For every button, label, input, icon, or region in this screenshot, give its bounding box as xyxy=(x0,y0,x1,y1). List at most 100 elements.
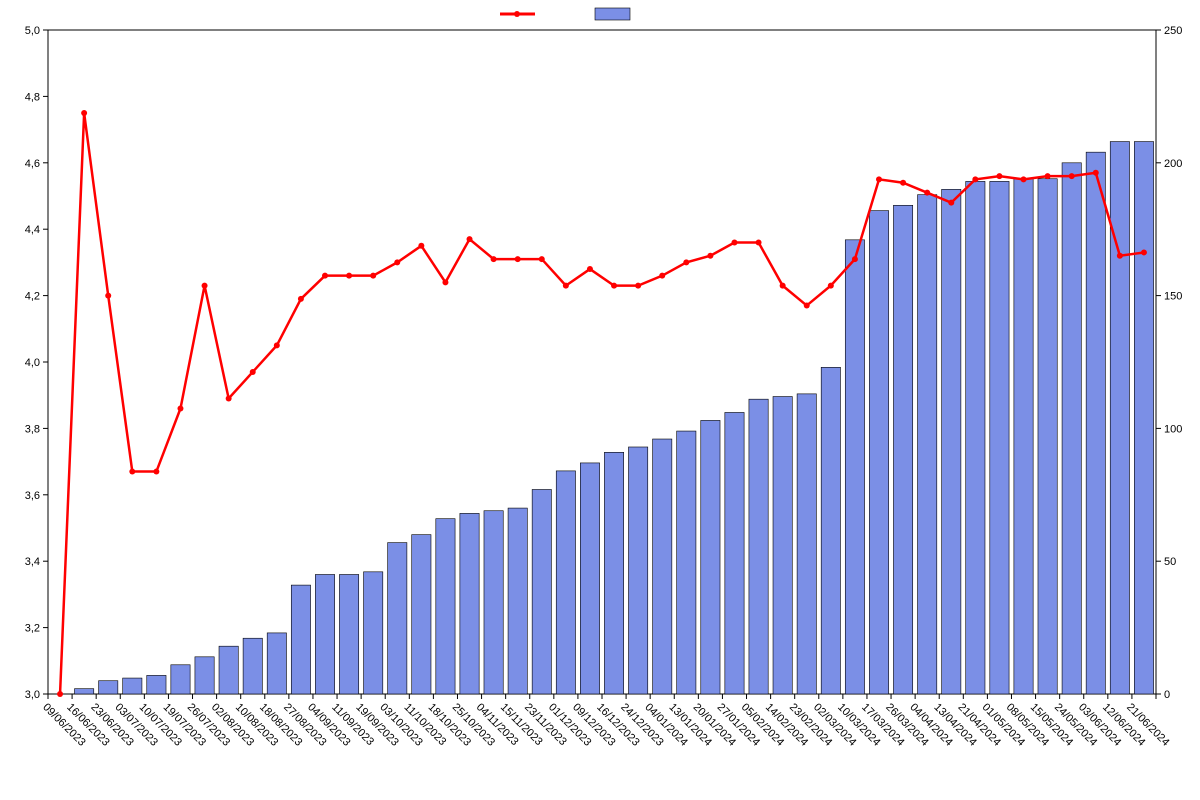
bar xyxy=(990,181,1009,694)
line-marker xyxy=(1069,173,1075,179)
y-left-tick-label: 3,2 xyxy=(25,623,40,635)
line-marker xyxy=(442,279,448,285)
bar xyxy=(918,195,937,694)
bar xyxy=(821,367,840,694)
bar xyxy=(339,574,358,694)
bar xyxy=(291,585,310,694)
bar xyxy=(436,519,455,694)
bar xyxy=(1086,152,1105,694)
line-marker xyxy=(972,176,978,182)
bar xyxy=(1134,142,1153,694)
bar xyxy=(460,513,479,694)
bar xyxy=(773,397,792,694)
bar xyxy=(1110,142,1129,694)
bar xyxy=(797,394,816,694)
line-marker xyxy=(467,236,473,242)
bar xyxy=(893,205,912,694)
line-marker xyxy=(1045,173,1051,179)
line-marker xyxy=(539,256,545,262)
bar xyxy=(1014,179,1033,694)
line-marker xyxy=(250,369,256,375)
bar xyxy=(628,447,647,694)
line-marker xyxy=(828,283,834,289)
y-left-tick-label: 4,2 xyxy=(25,291,40,303)
line-marker xyxy=(322,273,328,279)
bar xyxy=(484,511,503,694)
bar xyxy=(845,240,864,694)
line-marker xyxy=(611,283,617,289)
bar xyxy=(725,412,744,694)
line-marker xyxy=(756,239,762,245)
bar xyxy=(942,189,961,694)
bar xyxy=(315,574,334,694)
bar xyxy=(99,681,118,694)
bar xyxy=(869,211,888,694)
bar xyxy=(1062,163,1081,694)
bar xyxy=(364,572,383,694)
line-marker xyxy=(202,283,208,289)
line-marker xyxy=(731,239,737,245)
y-left-tick-label: 4,4 xyxy=(25,224,40,236)
bar xyxy=(749,399,768,694)
y-left-tick-label: 3,4 xyxy=(25,556,40,568)
y-right-tick-label: 250 xyxy=(1164,25,1182,37)
combo-chart: 3,03,23,43,63,84,04,24,44,64,85,00501001… xyxy=(0,0,1200,800)
bar xyxy=(556,471,575,694)
y-right-tick-label: 150 xyxy=(1164,291,1182,303)
legend-bar-swatch xyxy=(595,8,630,20)
bar xyxy=(580,463,599,694)
y-left-tick-label: 3,8 xyxy=(25,423,40,435)
line-marker xyxy=(418,243,424,249)
bar xyxy=(966,181,985,694)
bar xyxy=(123,678,142,694)
bar xyxy=(219,646,238,694)
y-right-tick-label: 100 xyxy=(1164,423,1182,435)
bar xyxy=(195,657,214,694)
line-marker xyxy=(924,190,930,196)
bar xyxy=(388,543,407,694)
line-marker xyxy=(1141,249,1147,255)
bar xyxy=(604,452,623,694)
line-marker xyxy=(804,303,810,309)
y-left-tick-label: 4,0 xyxy=(25,357,40,369)
y-left-tick-label: 3,0 xyxy=(25,689,40,701)
line-marker xyxy=(105,293,111,299)
line-marker xyxy=(1117,253,1123,259)
line-marker xyxy=(177,405,183,411)
bar xyxy=(1038,179,1057,694)
line-marker xyxy=(81,110,87,116)
line-marker xyxy=(683,259,689,265)
bar xyxy=(677,431,696,694)
line-marker xyxy=(852,256,858,262)
line-marker xyxy=(948,200,954,206)
bar xyxy=(701,420,720,694)
bar xyxy=(243,638,262,694)
bar xyxy=(532,489,551,694)
line-marker xyxy=(370,273,376,279)
line-marker xyxy=(298,296,304,302)
bar xyxy=(508,508,527,694)
line-marker xyxy=(707,253,713,259)
line-marker xyxy=(394,259,400,265)
line-marker xyxy=(635,283,641,289)
line-marker xyxy=(1021,176,1027,182)
y-left-tick-label: 5,0 xyxy=(25,25,40,37)
line-marker xyxy=(876,176,882,182)
y-left-tick-label: 4,6 xyxy=(25,158,40,170)
line-marker xyxy=(659,273,665,279)
line-marker xyxy=(996,173,1002,179)
bar xyxy=(412,535,431,694)
line-marker xyxy=(900,180,906,186)
bar xyxy=(147,675,166,694)
y-right-tick-label: 0 xyxy=(1164,689,1170,701)
line-marker xyxy=(587,266,593,272)
line-marker xyxy=(1093,170,1099,176)
bar xyxy=(267,633,286,694)
bar xyxy=(171,665,190,694)
bar xyxy=(653,439,672,694)
line-marker xyxy=(780,283,786,289)
y-left-tick-label: 4,8 xyxy=(25,91,40,103)
line-marker xyxy=(129,469,135,475)
line-marker xyxy=(563,283,569,289)
line-marker xyxy=(274,342,280,348)
